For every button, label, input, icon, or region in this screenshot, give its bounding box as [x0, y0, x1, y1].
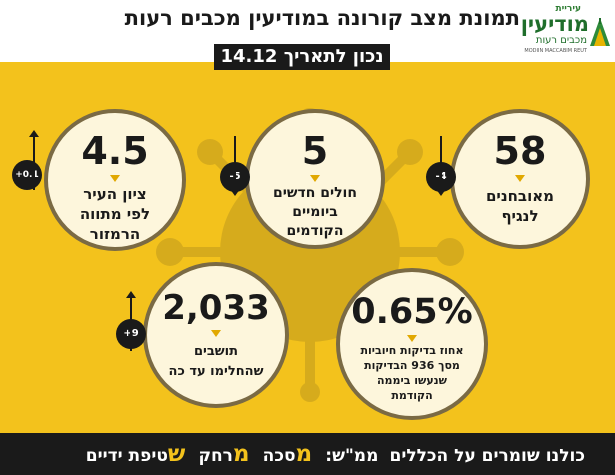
- pointer-triangle-icon: [110, 175, 120, 182]
- stat-new-cases: 5 חולים חדשים ביומיים הקודמים: [245, 109, 385, 249]
- stats-panel: 58 מאובחנים לנגיף -4 5 חולים חדשים ביומי…: [0, 62, 615, 433]
- footer-mamash: ממ"ש:: [325, 446, 379, 466]
- stat-value: 5: [301, 129, 329, 173]
- stat-label-line: שנעשו ביממה: [376, 374, 448, 387]
- stat-label-line: לנגיף: [501, 207, 539, 225]
- stat-label-line: ביומיים: [292, 204, 338, 220]
- stat-label-line: חולים חדשים: [273, 185, 357, 201]
- logo-main-text: מודיעין: [520, 12, 589, 36]
- stat-value: 4.5: [81, 129, 149, 173]
- arrow-down-icon: [436, 136, 446, 196]
- stat-positive-rate: 0.65% אחוז בדיקות חיוביות מסך 936 הבדיקו…: [336, 268, 488, 420]
- footer-distance-letter: מ: [232, 441, 250, 467]
- stat-label-line: מאובחנים: [485, 187, 555, 205]
- logo-sub-text: מכבים רעות: [535, 35, 587, 46]
- stat-label-line: הקודמים: [286, 223, 344, 239]
- footer-hands-rest: טיפת ידיים: [85, 446, 168, 466]
- date-label: נכון לתאריך 14.12: [214, 44, 390, 70]
- logo-english-text: MODIIN MACCABIM REUT: [524, 48, 587, 54]
- city-logo: עיריית מודיעין מכבים רעות MODIIN MACCABI…: [519, 4, 611, 56]
- pointer-triangle-icon: [211, 330, 221, 337]
- stat-diagnosed: 58 מאובחנים לנגיף: [450, 109, 590, 249]
- footer-mask-rest: סכה: [262, 446, 296, 466]
- pointer-triangle-icon: [407, 335, 417, 342]
- stat-label-line: הקודמת: [391, 389, 433, 402]
- arrow-up-icon: [29, 130, 39, 190]
- logo-mark-icon: [590, 18, 610, 46]
- arrow-down-icon: [230, 136, 240, 196]
- stat-label-line: אחוז בדיקות חיוביות: [360, 344, 464, 357]
- footer-hands-letter: ש: [167, 441, 186, 467]
- stat-value: 2,033: [162, 288, 270, 328]
- stat-recovered: 2,033 תושבים שהחלימו עד כה: [143, 262, 289, 408]
- footer-prefix: כולנו שומרים על הכללים: [389, 446, 585, 466]
- footer-slogan: כולנו שומרים על הכללים ממ"ש: מסכה מרחק ש…: [0, 433, 615, 475]
- stat-label-line: הרמזור: [89, 225, 141, 243]
- pointer-triangle-icon: [515, 175, 525, 182]
- pointer-triangle-icon: [310, 175, 320, 182]
- arrow-up-icon: [126, 291, 136, 351]
- page-title: תמונת מצב קורונה במודיעין מכבים רעות: [124, 6, 520, 30]
- stat-label-line: מסך 936 הבדיקות: [364, 359, 460, 372]
- stat-value: 0.65%: [351, 292, 473, 332]
- stat-label-line: שהחלימו עד כה: [168, 364, 264, 379]
- stat-city-score: 4.5 ציון העיר לפי מתווה הרמזור: [44, 109, 186, 251]
- stat-value: 58: [493, 129, 547, 173]
- footer-mask-letter: מ: [295, 441, 313, 467]
- stat-label-line: תושבים: [193, 344, 238, 359]
- stat-label-line: לפי מתווה: [79, 205, 151, 223]
- stat-label-line: ציון העיר: [83, 185, 147, 203]
- logo-small-text: עיריית: [555, 4, 581, 14]
- change-badge: +0.1: [12, 160, 42, 190]
- footer-distance-rest: רחק: [198, 446, 233, 466]
